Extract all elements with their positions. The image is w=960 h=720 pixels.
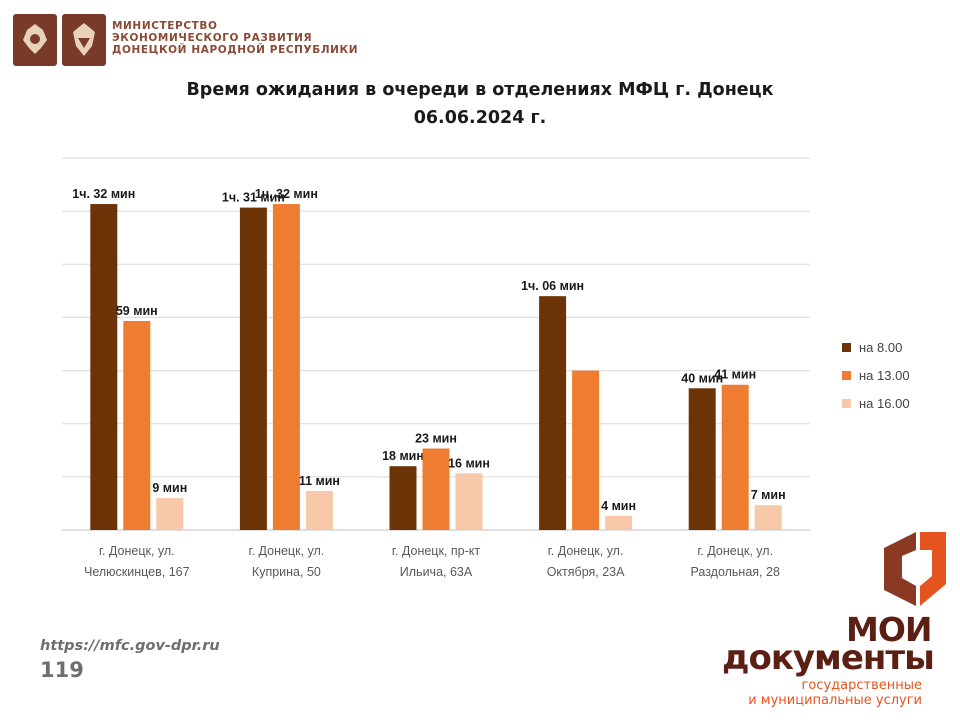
bar bbox=[721, 384, 749, 530]
category-label: г. Донецк, ул. bbox=[249, 544, 325, 558]
ministry-name: МИНИСТЕРСТВО ЭКОНОМИЧЕСКОГО РАЗВИТИЯ ДОН… bbox=[112, 20, 358, 56]
legend-label: на 16.00 bbox=[859, 395, 910, 411]
data-label: 23 мин bbox=[415, 432, 457, 446]
category-label: Раздольная, 28 bbox=[690, 565, 779, 579]
bar bbox=[688, 388, 716, 530]
chart-subtitle: 06.06.2024 г. bbox=[413, 108, 547, 128]
moi-dokumenty-logo-icon bbox=[884, 532, 946, 606]
data-label: 41 мин bbox=[714, 368, 756, 382]
data-label: 1ч. 32 мин bbox=[72, 187, 135, 201]
legend-item: на 8.00 bbox=[842, 333, 910, 361]
data-label: 7 мин bbox=[751, 488, 786, 502]
brand-name-line2: документы bbox=[722, 638, 935, 678]
data-label: 11 мин bbox=[299, 474, 340, 488]
coat-of-arms-dpr-icon bbox=[62, 14, 106, 66]
category-label: г. Донецк, ул. bbox=[697, 544, 773, 558]
page-number: 119 bbox=[40, 658, 84, 682]
legend-swatch bbox=[842, 398, 851, 408]
data-label: 1ч. 31 мин bbox=[222, 191, 285, 205]
chart-legend: на 8.00 на 13.00 на 16.00 bbox=[842, 333, 910, 417]
website-url: https://mfc.gov-dpr.ru bbox=[40, 638, 220, 654]
ministry-line: ЭКОНОМИЧЕСКОГО РАЗВИТИЯ bbox=[112, 32, 313, 44]
category-label: Куприна, 50 bbox=[252, 565, 321, 579]
category-label: г. Донецк, пр-кт bbox=[392, 544, 480, 558]
data-label: 18 мин bbox=[382, 449, 424, 463]
legend-swatch bbox=[842, 342, 851, 352]
legend-swatch bbox=[842, 370, 851, 380]
bar bbox=[389, 466, 417, 530]
bar bbox=[156, 498, 184, 530]
brand-tagline-line: и муниципальные услуги bbox=[748, 693, 922, 708]
bar bbox=[605, 515, 633, 530]
bar bbox=[272, 204, 300, 531]
ministry-line: ДОНЕЦКОЙ НАРОДНОЙ РЕСПУБЛИКИ bbox=[112, 44, 359, 56]
data-label: 40 мин bbox=[681, 371, 723, 385]
category-label: г. Донецк, ул. bbox=[548, 544, 624, 558]
legend-item: на 16.00 bbox=[842, 389, 910, 417]
data-label: 1ч. 06 мин bbox=[521, 279, 584, 293]
bar bbox=[239, 207, 267, 530]
legend-item: на 13.00 bbox=[842, 361, 910, 389]
bar bbox=[572, 370, 600, 530]
category-label: Ильича, 63А bbox=[400, 565, 473, 579]
brand-name-line1: МОИ bbox=[846, 610, 933, 649]
data-label: 4 мин bbox=[601, 499, 636, 513]
data-label: 59 мин bbox=[116, 304, 158, 318]
category-label: Челюскинцев, 167 bbox=[84, 565, 190, 579]
category-label: Октября, 23А bbox=[547, 565, 625, 579]
legend-label: на 13.00 bbox=[859, 367, 910, 383]
chart-title: Время ожидания в очереди в отделениях МФ… bbox=[186, 80, 774, 100]
brand-tagline-line: государственные bbox=[801, 678, 922, 693]
bar bbox=[123, 320, 151, 530]
category-label: г. Донецк, ул. bbox=[99, 544, 175, 558]
bar bbox=[539, 296, 567, 530]
bar bbox=[754, 505, 782, 530]
bar bbox=[305, 491, 333, 530]
bar bbox=[90, 204, 118, 531]
bar bbox=[455, 473, 483, 530]
bar bbox=[422, 448, 450, 530]
bar-chart: 1ч. 32 мин 59 мин 9 мин г. Донецк, ул. Челюс… bbox=[62, 157, 810, 579]
data-label: 1ч. 32 мин bbox=[255, 187, 318, 201]
ministry-line: МИНИСТЕРСТВО bbox=[112, 20, 218, 32]
brand-tagline: государственные и муниципальные услуги bbox=[748, 678, 922, 708]
data-label: 16 мин bbox=[448, 456, 490, 470]
coat-of-arms-russia-icon bbox=[13, 14, 57, 66]
legend-label: на 8.00 bbox=[859, 339, 903, 355]
data-label: 9 мин bbox=[152, 481, 187, 495]
